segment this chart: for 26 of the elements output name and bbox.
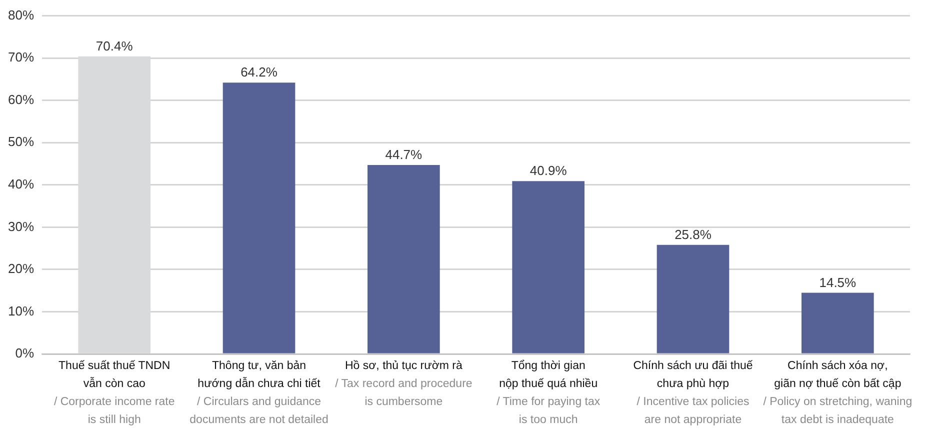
data-label: 44.7%: [385, 147, 423, 162]
y-tick-label: 70%: [8, 50, 34, 65]
bar: [802, 292, 874, 354]
y-tick-label: 10%: [8, 303, 34, 318]
y-tick-label: 40%: [8, 176, 34, 192]
bar: [368, 165, 440, 354]
y-tick-label: 20%: [8, 261, 34, 276]
y-tick-label: 50%: [8, 134, 34, 150]
x-tick-label: Chính sách xóa nợ, giãn nợ thuế còn bất cập / Policy on stretching, waning tax debt is inadequate: [763, 360, 912, 426]
bar: [512, 181, 585, 354]
bar: [656, 244, 730, 354]
x-tick-label: Tổng thời gian nộp thuế quá nhiều / Time for paying tax is too much: [496, 358, 600, 426]
data-label: 64.2%: [240, 64, 278, 80]
x-tick-label: Thuế suất thuế TNDN vẫn còn cao / Corporate income rate is still high: [54, 360, 175, 426]
data-label: 70.4%: [96, 38, 134, 54]
y-tick-label: 0%: [15, 346, 34, 361]
x-tick-label: Hồ sơ, thủ tục rườm rà / Tax record and procedure is cumbersome: [335, 360, 472, 408]
data-label: 14.5%: [819, 274, 857, 290]
data-label: 25.8%: [674, 227, 712, 242]
x-tick-label: Chính sách ưu đãi thuế chưa phù hợp / Incentive tax policies are not appropriate: [633, 360, 754, 426]
bar: [222, 82, 296, 354]
y-tick-label: 60%: [8, 92, 34, 107]
x-tick-label: Thông tư, văn bản hướng dẫn chưa chi tiết / Circulars and guidance documents are not detailed: [190, 360, 328, 426]
y-tick-label: 80%: [8, 7, 34, 22]
y-tick-label: 30%: [8, 218, 34, 234]
data-label: 40.9%: [530, 163, 568, 178]
